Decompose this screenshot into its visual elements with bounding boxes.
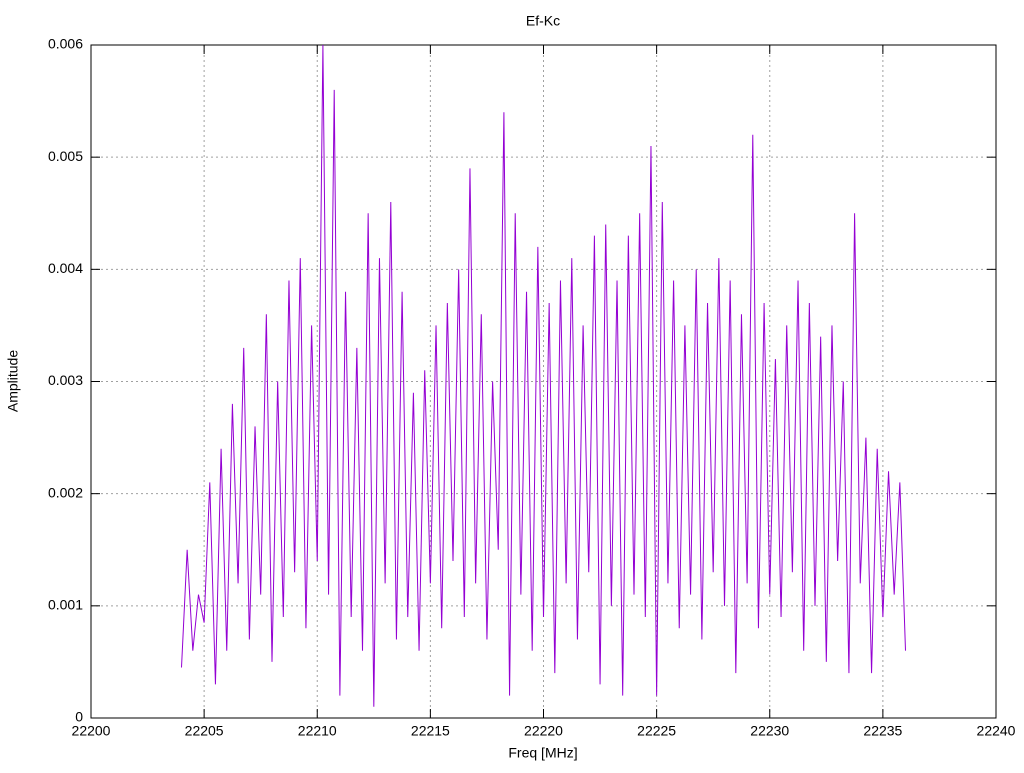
y-tick-label: 0.003 (48, 372, 83, 388)
plot-border (90, 44, 997, 719)
y-tick-label: 0.005 (48, 148, 83, 164)
x-tick-label: 22225 (637, 723, 676, 739)
y-tick-label: 0.001 (48, 597, 83, 613)
x-tick-label: 22210 (298, 723, 337, 739)
y-axis-label: Amplitude (5, 350, 21, 412)
y-tick-label: 0 (75, 709, 83, 725)
y-tick-label: 0.006 (48, 36, 83, 52)
x-tick-label: 22240 (977, 723, 1016, 739)
x-tick-label: 22230 (750, 723, 789, 739)
line-series (181, 44, 906, 707)
y-tick-label: 0.002 (48, 484, 83, 500)
x-tick-label: 22235 (863, 723, 902, 739)
y-tick-label: 0.004 (48, 260, 83, 276)
x-axis-label: Freq [MHz] (508, 745, 577, 761)
x-tick-label: 22220 (524, 723, 563, 739)
chart-title: Ef-Kc (526, 13, 560, 29)
x-tick-label: 22215 (411, 723, 450, 739)
x-tick-label: 22205 (185, 723, 224, 739)
x-tick-label: 22200 (72, 723, 111, 739)
